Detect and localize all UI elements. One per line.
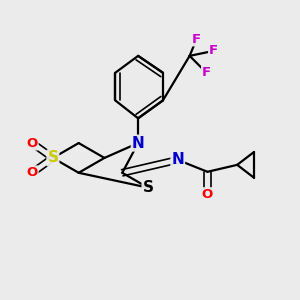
- Text: F: F: [202, 66, 211, 79]
- Text: N: N: [132, 136, 145, 151]
- Text: N: N: [171, 152, 184, 167]
- Text: S: S: [142, 180, 154, 195]
- Text: O: O: [202, 188, 213, 201]
- Text: O: O: [26, 136, 38, 150]
- Text: O: O: [26, 166, 38, 179]
- Text: F: F: [209, 44, 218, 57]
- Text: F: F: [192, 32, 201, 46]
- Text: S: S: [47, 150, 58, 165]
